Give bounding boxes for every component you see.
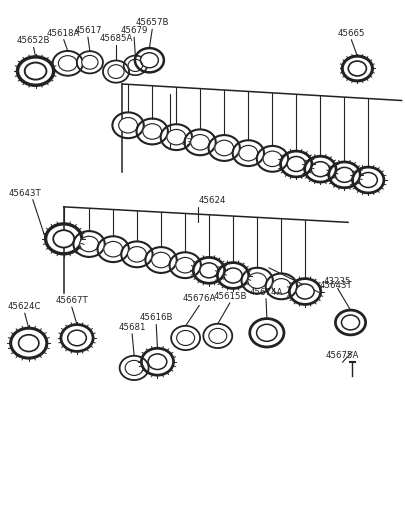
Ellipse shape xyxy=(257,324,277,342)
Text: 45618A: 45618A xyxy=(47,29,81,37)
Ellipse shape xyxy=(311,162,329,176)
Text: 45679: 45679 xyxy=(120,26,148,35)
Ellipse shape xyxy=(224,268,242,283)
Ellipse shape xyxy=(141,53,158,68)
Ellipse shape xyxy=(125,360,143,375)
Text: 45617: 45617 xyxy=(74,26,102,35)
Ellipse shape xyxy=(248,273,266,289)
Text: 45643T: 45643T xyxy=(9,188,41,198)
Text: 45616B: 45616B xyxy=(139,313,173,322)
Ellipse shape xyxy=(25,63,47,79)
Text: 45615B: 45615B xyxy=(213,292,247,301)
Text: 45665: 45665 xyxy=(338,29,365,37)
Ellipse shape xyxy=(209,329,227,344)
Ellipse shape xyxy=(359,172,377,187)
Text: 45643T: 45643T xyxy=(319,281,352,291)
Text: 45624C: 45624C xyxy=(8,302,41,311)
Ellipse shape xyxy=(128,247,146,262)
Text: 45631C: 45631C xyxy=(171,138,204,147)
Text: 45667T: 45667T xyxy=(55,296,88,305)
Text: 43235: 43235 xyxy=(324,277,352,286)
Text: 45676A: 45676A xyxy=(183,294,216,304)
Ellipse shape xyxy=(296,284,314,299)
Ellipse shape xyxy=(82,56,98,69)
Ellipse shape xyxy=(151,252,171,268)
Ellipse shape xyxy=(68,330,86,346)
Ellipse shape xyxy=(191,134,209,150)
Ellipse shape xyxy=(58,56,77,71)
Ellipse shape xyxy=(119,117,138,133)
Text: 45675A: 45675A xyxy=(326,351,359,360)
Ellipse shape xyxy=(200,263,218,278)
Ellipse shape xyxy=(143,124,162,139)
Ellipse shape xyxy=(177,331,194,346)
Text: 45624: 45624 xyxy=(198,196,226,206)
Ellipse shape xyxy=(348,61,367,76)
Ellipse shape xyxy=(80,236,98,252)
Ellipse shape xyxy=(272,279,291,294)
Ellipse shape xyxy=(341,315,360,330)
Text: 45652B: 45652B xyxy=(17,36,50,45)
Ellipse shape xyxy=(239,145,258,161)
Text: 45685A: 45685A xyxy=(99,34,133,43)
Ellipse shape xyxy=(287,157,305,171)
Ellipse shape xyxy=(263,151,282,167)
Ellipse shape xyxy=(176,257,195,273)
Ellipse shape xyxy=(108,65,124,78)
Ellipse shape xyxy=(128,59,143,72)
Text: 45674A: 45674A xyxy=(249,288,283,297)
Ellipse shape xyxy=(53,230,74,248)
Ellipse shape xyxy=(215,140,234,156)
Ellipse shape xyxy=(167,129,186,145)
Ellipse shape xyxy=(104,241,123,257)
Ellipse shape xyxy=(19,335,39,351)
Text: 45681: 45681 xyxy=(118,323,146,332)
Text: 45657B: 45657B xyxy=(135,18,169,27)
Ellipse shape xyxy=(148,354,167,370)
Ellipse shape xyxy=(335,167,354,182)
